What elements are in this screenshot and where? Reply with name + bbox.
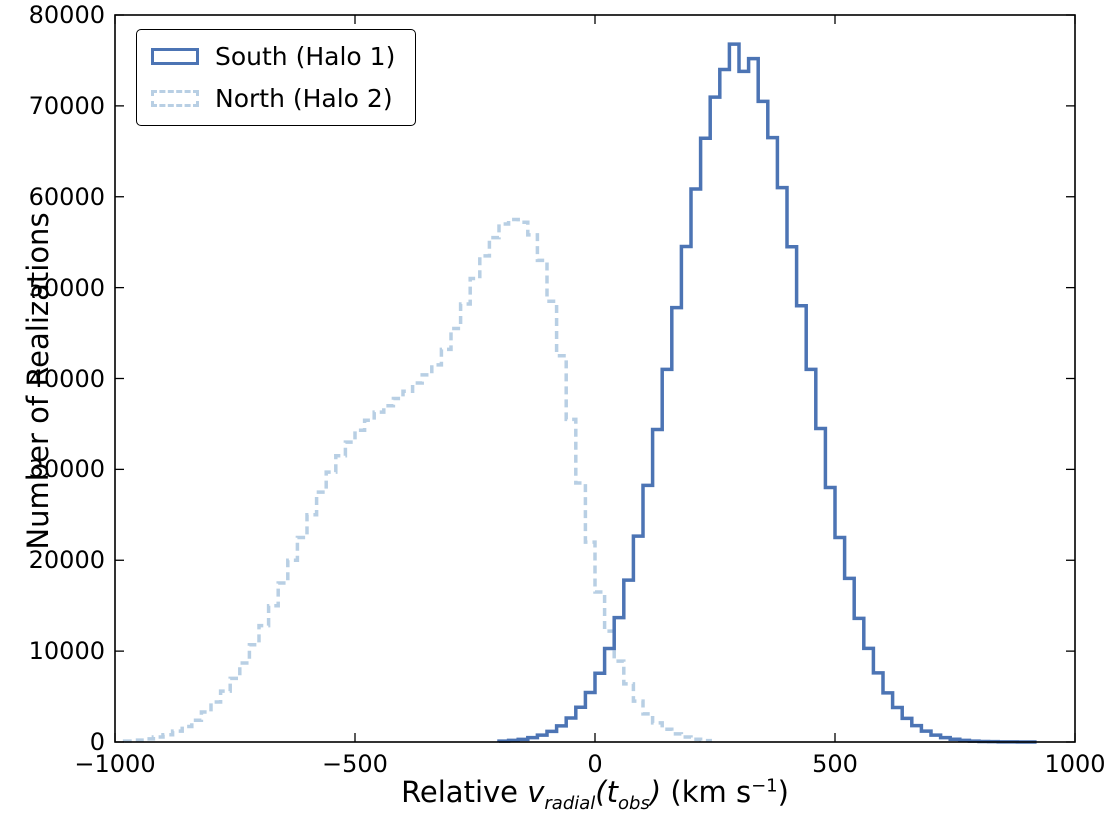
axes-frame xyxy=(114,14,1076,743)
series-north-halo2 xyxy=(122,217,712,743)
series-south-halo1 xyxy=(497,42,1037,744)
